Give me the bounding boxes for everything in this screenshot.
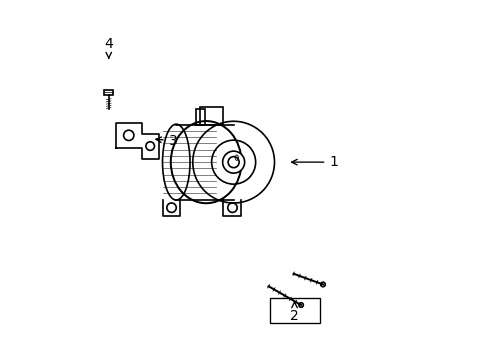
Text: 4: 4 xyxy=(104,37,113,51)
Circle shape xyxy=(222,151,244,173)
Text: 1: 1 xyxy=(291,155,338,169)
Text: 2: 2 xyxy=(289,309,298,323)
Text: 3: 3 xyxy=(156,134,177,148)
